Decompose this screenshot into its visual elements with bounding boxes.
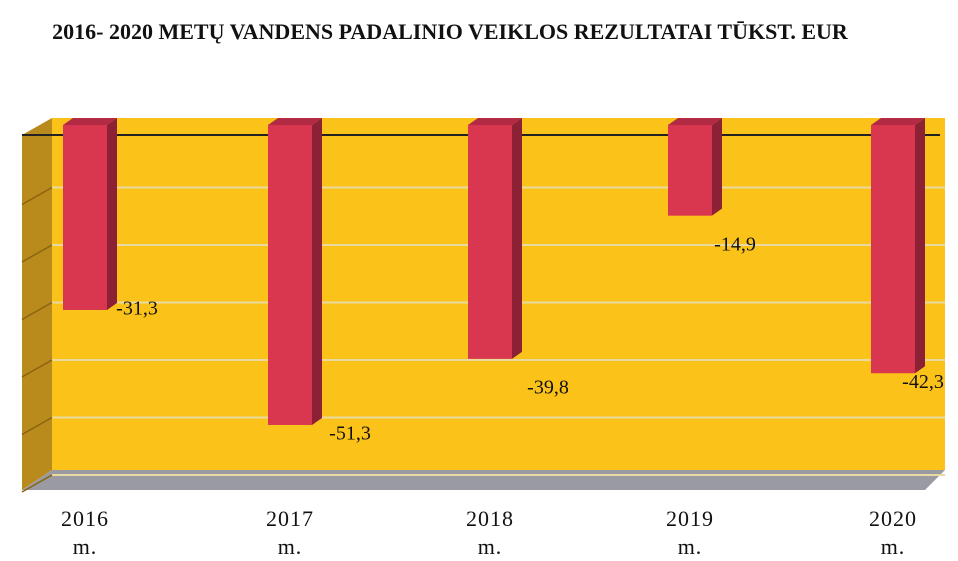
bar-side xyxy=(915,118,925,374)
x-tick-label: 2019 m. xyxy=(666,506,714,559)
value-label: -14,9 xyxy=(714,233,756,255)
grid-line xyxy=(21,244,53,263)
grid-line xyxy=(21,186,53,206)
x-tick-label: 2018 m. xyxy=(466,506,514,559)
value-label: -31,3 xyxy=(116,298,158,320)
floor xyxy=(22,470,945,490)
side-wall xyxy=(22,118,52,490)
bar-side xyxy=(107,118,117,310)
bar-top xyxy=(268,118,322,125)
x-tick-label: 2017 m. xyxy=(266,506,314,559)
bar xyxy=(63,125,107,310)
grid-line xyxy=(21,416,53,436)
bar xyxy=(468,125,512,359)
bar-side xyxy=(512,118,522,359)
bar-top xyxy=(871,118,925,125)
value-label: -51,3 xyxy=(329,423,371,445)
bar-side xyxy=(312,118,322,425)
grid-line xyxy=(21,301,53,321)
bar xyxy=(871,125,915,374)
grid-line xyxy=(21,359,53,378)
bar xyxy=(668,125,712,216)
value-label: -42,3 xyxy=(902,371,944,393)
value-label: -39,8 xyxy=(527,376,569,398)
bar-side xyxy=(712,118,722,216)
chart-title: 2016- 2020 METŲ VANDENS PADALINIO VEIKLO… xyxy=(52,19,848,44)
bar-top xyxy=(668,118,722,125)
bar-top xyxy=(63,118,117,125)
x-tick-label: 2020 m. xyxy=(869,506,917,559)
bar xyxy=(268,125,312,425)
grid-line xyxy=(21,474,53,493)
bar-top xyxy=(468,118,522,125)
x-tick-label: 2016 m. xyxy=(61,506,109,559)
